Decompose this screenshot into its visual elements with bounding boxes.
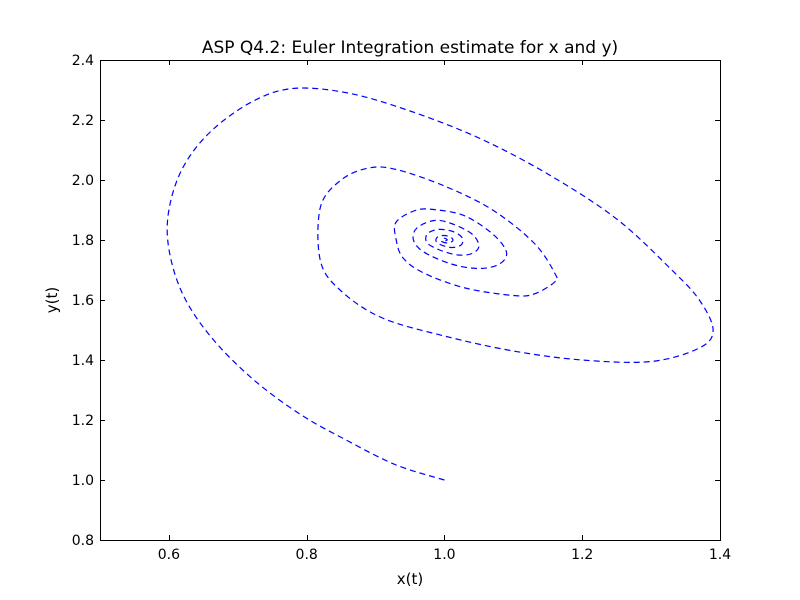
y-tick-label: 2.4: [72, 53, 94, 69]
x-tick-label: 1.0: [433, 547, 455, 563]
x-tick-label: 0.6: [158, 547, 180, 563]
y-tick-label: 2.0: [72, 173, 94, 189]
axis-ticks: 0.6 0.8 1.0 1.2 1.4 0.8 1.0 1.2 1.4 1.6 1.8 2.0 2.2 2…: [72, 53, 731, 563]
x-tick-label: 0.8: [296, 547, 318, 563]
y-tick-label: 1.6: [72, 293, 94, 309]
y-tick-label: 1.0: [72, 473, 94, 489]
chart-title: ASP Q4.2: Euler Integration estimate for…: [202, 38, 618, 58]
x-axis-label: x(t): [397, 570, 423, 588]
y-axis-label: y(t): [43, 287, 61, 313]
axes-frame: [100, 60, 721, 541]
x-tick-label: 1.2: [571, 547, 593, 563]
y-tick-label: 1.8: [72, 233, 94, 249]
y-tick-label: 2.2: [72, 113, 94, 129]
series-line: [166, 87, 714, 481]
y-tick-label: 1.4: [72, 353, 94, 369]
x-tick-label: 1.4: [709, 547, 731, 563]
plot-area: [166, 87, 714, 481]
y-tick-label: 0.8: [72, 533, 94, 549]
y-tick-label: 1.2: [72, 413, 94, 429]
